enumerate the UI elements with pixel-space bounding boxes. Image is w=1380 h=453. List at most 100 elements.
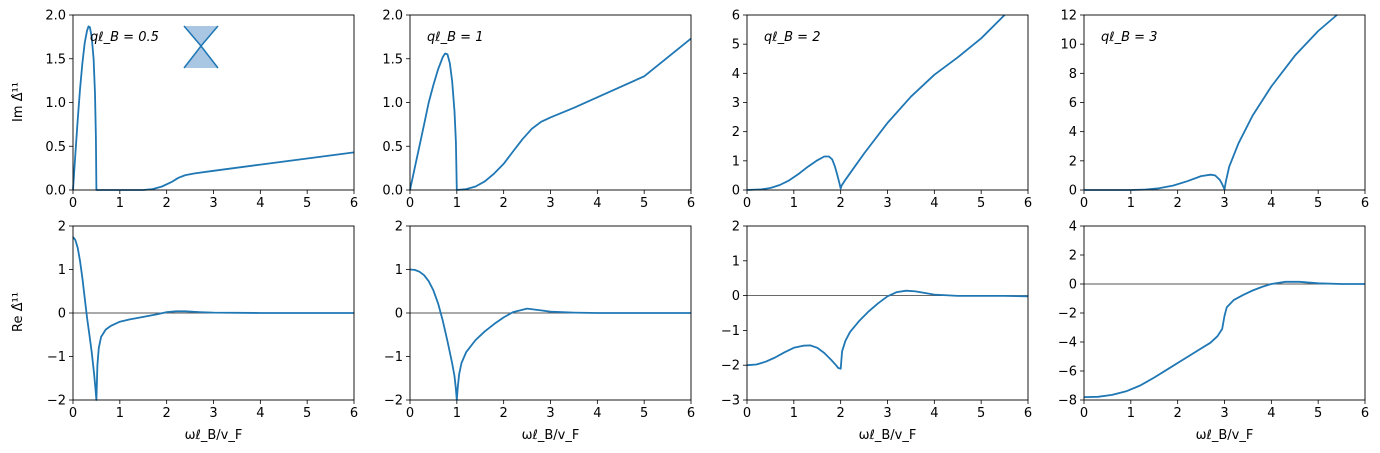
y-tick-label: 0.5 bbox=[45, 140, 66, 155]
x-tick-label: 4 bbox=[1267, 196, 1275, 211]
y-tick-label: 0 bbox=[1069, 278, 1077, 293]
y-tick-label: 1 bbox=[732, 154, 740, 169]
x-tick-label: 0 bbox=[743, 196, 751, 211]
x-tick-label: 5 bbox=[640, 196, 648, 211]
x-tick-label: 0 bbox=[69, 406, 77, 421]
x-tick-label: 2 bbox=[837, 406, 845, 421]
x-tick-label: 2 bbox=[163, 406, 171, 421]
panel-im-q0p5: 0 1 2 3 4 5 6 0.0 0.5 1.0 1.5 2.0 qℓ_B = 0.5 bbox=[45, 9, 358, 212]
y-tick-label: 4 bbox=[732, 67, 740, 82]
x-tick-label: 5 bbox=[1314, 406, 1322, 421]
x-tick-label: 1 bbox=[116, 196, 124, 211]
y-tick-label: 2 bbox=[1069, 154, 1077, 169]
x-tick-label: 2 bbox=[500, 406, 508, 421]
y-tick-label: 0 bbox=[732, 289, 740, 304]
x-tick-label: 4 bbox=[930, 196, 938, 211]
x-tick-label: 6 bbox=[1024, 196, 1032, 211]
x-tick-label: 3 bbox=[1220, 406, 1228, 421]
y-tick-label: 1.5 bbox=[382, 52, 403, 67]
series-line bbox=[409, 37, 692, 191]
y-tick-label: −2 bbox=[1058, 307, 1077, 322]
y-tick-label: 4 bbox=[1069, 220, 1077, 235]
x-tick-label: 0 bbox=[69, 196, 77, 211]
x-tick-label: 3 bbox=[546, 406, 554, 421]
x-tick-label: 4 bbox=[593, 406, 601, 421]
y-tick-label: 5 bbox=[732, 38, 740, 53]
axes-frame bbox=[1083, 14, 1366, 191]
x-tick-label: 5 bbox=[640, 406, 648, 421]
x-tick-label: 6 bbox=[1361, 196, 1369, 211]
y-tick-label: −3 bbox=[721, 394, 740, 409]
x-axis-label: ωℓ_B/v_F bbox=[522, 428, 580, 443]
axes-frame bbox=[1083, 225, 1366, 401]
series-line bbox=[72, 25, 355, 191]
x-tick-label: 1 bbox=[1127, 196, 1135, 211]
y-tick-label: 0 bbox=[1069, 184, 1077, 199]
axes-frame bbox=[409, 14, 692, 191]
series-line bbox=[746, 289, 1029, 370]
y-tick-label: 2 bbox=[58, 220, 66, 235]
x-tick-label: 3 bbox=[209, 406, 217, 421]
y-tick-label: 0.0 bbox=[382, 184, 403, 199]
x-axis-label: ωℓ_B/v_F bbox=[859, 428, 917, 443]
cone-icon-line bbox=[183, 25, 219, 69]
y-tick-label: 10 bbox=[1060, 38, 1077, 53]
y-tick-label: −1 bbox=[384, 350, 403, 365]
x-tick-label: 1 bbox=[790, 196, 798, 211]
x-tick-label: 0 bbox=[406, 406, 414, 421]
axes-frame bbox=[72, 225, 355, 401]
x-tick-label: 1 bbox=[116, 406, 124, 421]
y-tick-label: −6 bbox=[1058, 365, 1077, 380]
axes-frame bbox=[409, 225, 692, 401]
axes-frame bbox=[72, 14, 355, 191]
y-tick-label: 2 bbox=[732, 125, 740, 140]
x-tick-label: 5 bbox=[977, 196, 985, 211]
series-line bbox=[409, 268, 691, 401]
y-tick-label: 2.0 bbox=[382, 9, 403, 24]
y-tick-label: 12 bbox=[1060, 9, 1077, 24]
x-tick-label: 5 bbox=[303, 406, 311, 421]
y-tick-label: 1 bbox=[58, 263, 66, 278]
panel-label: qℓ_B = 0.5 bbox=[90, 30, 159, 45]
panel-im-q1: 0 1 2 3 4 5 6 0.0 0.5 1.0 1.5 2.0 qℓ_B = 1 bbox=[382, 9, 695, 212]
x-tick-label: 0 bbox=[1080, 196, 1088, 211]
panel-label: qℓ_B = 3 bbox=[1101, 30, 1157, 45]
y-tick-label: 0.0 bbox=[45, 184, 66, 199]
panel-im-q2: 0 1 2 3 4 5 6 0 1 2 3 4 5 6 qℓ_B = 2 bbox=[732, 9, 1032, 212]
y-tick-label: 6 bbox=[732, 9, 740, 24]
y-tick-label: 2 bbox=[395, 220, 403, 235]
row-label-im: Im Δ̂¹¹ bbox=[11, 82, 26, 122]
x-tick-label: 2 bbox=[1174, 406, 1182, 421]
y-tick-label: 0 bbox=[58, 307, 66, 322]
y-tick-label: 2 bbox=[732, 220, 740, 235]
y-tick-label: 3 bbox=[732, 96, 740, 111]
y-tick-label: 8 bbox=[1069, 67, 1077, 82]
x-tick-label: 0 bbox=[406, 196, 414, 211]
y-tick-label: 1 bbox=[732, 254, 740, 269]
x-tick-label: 4 bbox=[256, 196, 264, 211]
x-tick-label: 5 bbox=[303, 196, 311, 211]
x-tick-label: 3 bbox=[209, 196, 217, 211]
x-tick-label: 0 bbox=[743, 406, 751, 421]
panel-re-q2: 0 1 2 3 4 5 6 −3 −2 −1 0 1 2 ωℓ_B/v_F bbox=[721, 220, 1032, 444]
series-line bbox=[1083, 280, 1365, 398]
x-tick-label: 1 bbox=[453, 196, 461, 211]
y-tick-label: 4 bbox=[1069, 125, 1077, 140]
x-tick-label: 6 bbox=[1024, 406, 1032, 421]
y-tick-label: 1.0 bbox=[45, 96, 66, 111]
x-tick-label: 5 bbox=[1314, 196, 1322, 211]
y-tick-label: 6 bbox=[1069, 96, 1077, 111]
y-tick-label: −1 bbox=[721, 324, 740, 339]
y-tick-label: 1 bbox=[395, 263, 403, 278]
y-tick-label: −8 bbox=[1058, 394, 1077, 409]
panel-re-q1: 0 1 2 3 4 5 6 −2 −1 0 1 2 ωℓ_B/v_F bbox=[384, 220, 695, 444]
panel-re-q3: 0 1 2 3 4 5 6 −8 −6 −4 −2 0 2 4 ωℓ_B/v_F bbox=[1058, 220, 1369, 444]
x-axis-label: ωℓ_B/v_F bbox=[185, 428, 243, 443]
x-tick-label: 4 bbox=[930, 406, 938, 421]
x-tick-label: 5 bbox=[977, 406, 985, 421]
y-tick-label: 2 bbox=[1069, 249, 1077, 264]
series-line bbox=[1084, 14, 1338, 191]
x-tick-label: 3 bbox=[883, 406, 891, 421]
y-tick-label: 2.0 bbox=[45, 9, 66, 24]
panel-label: qℓ_B = 2 bbox=[764, 30, 820, 45]
